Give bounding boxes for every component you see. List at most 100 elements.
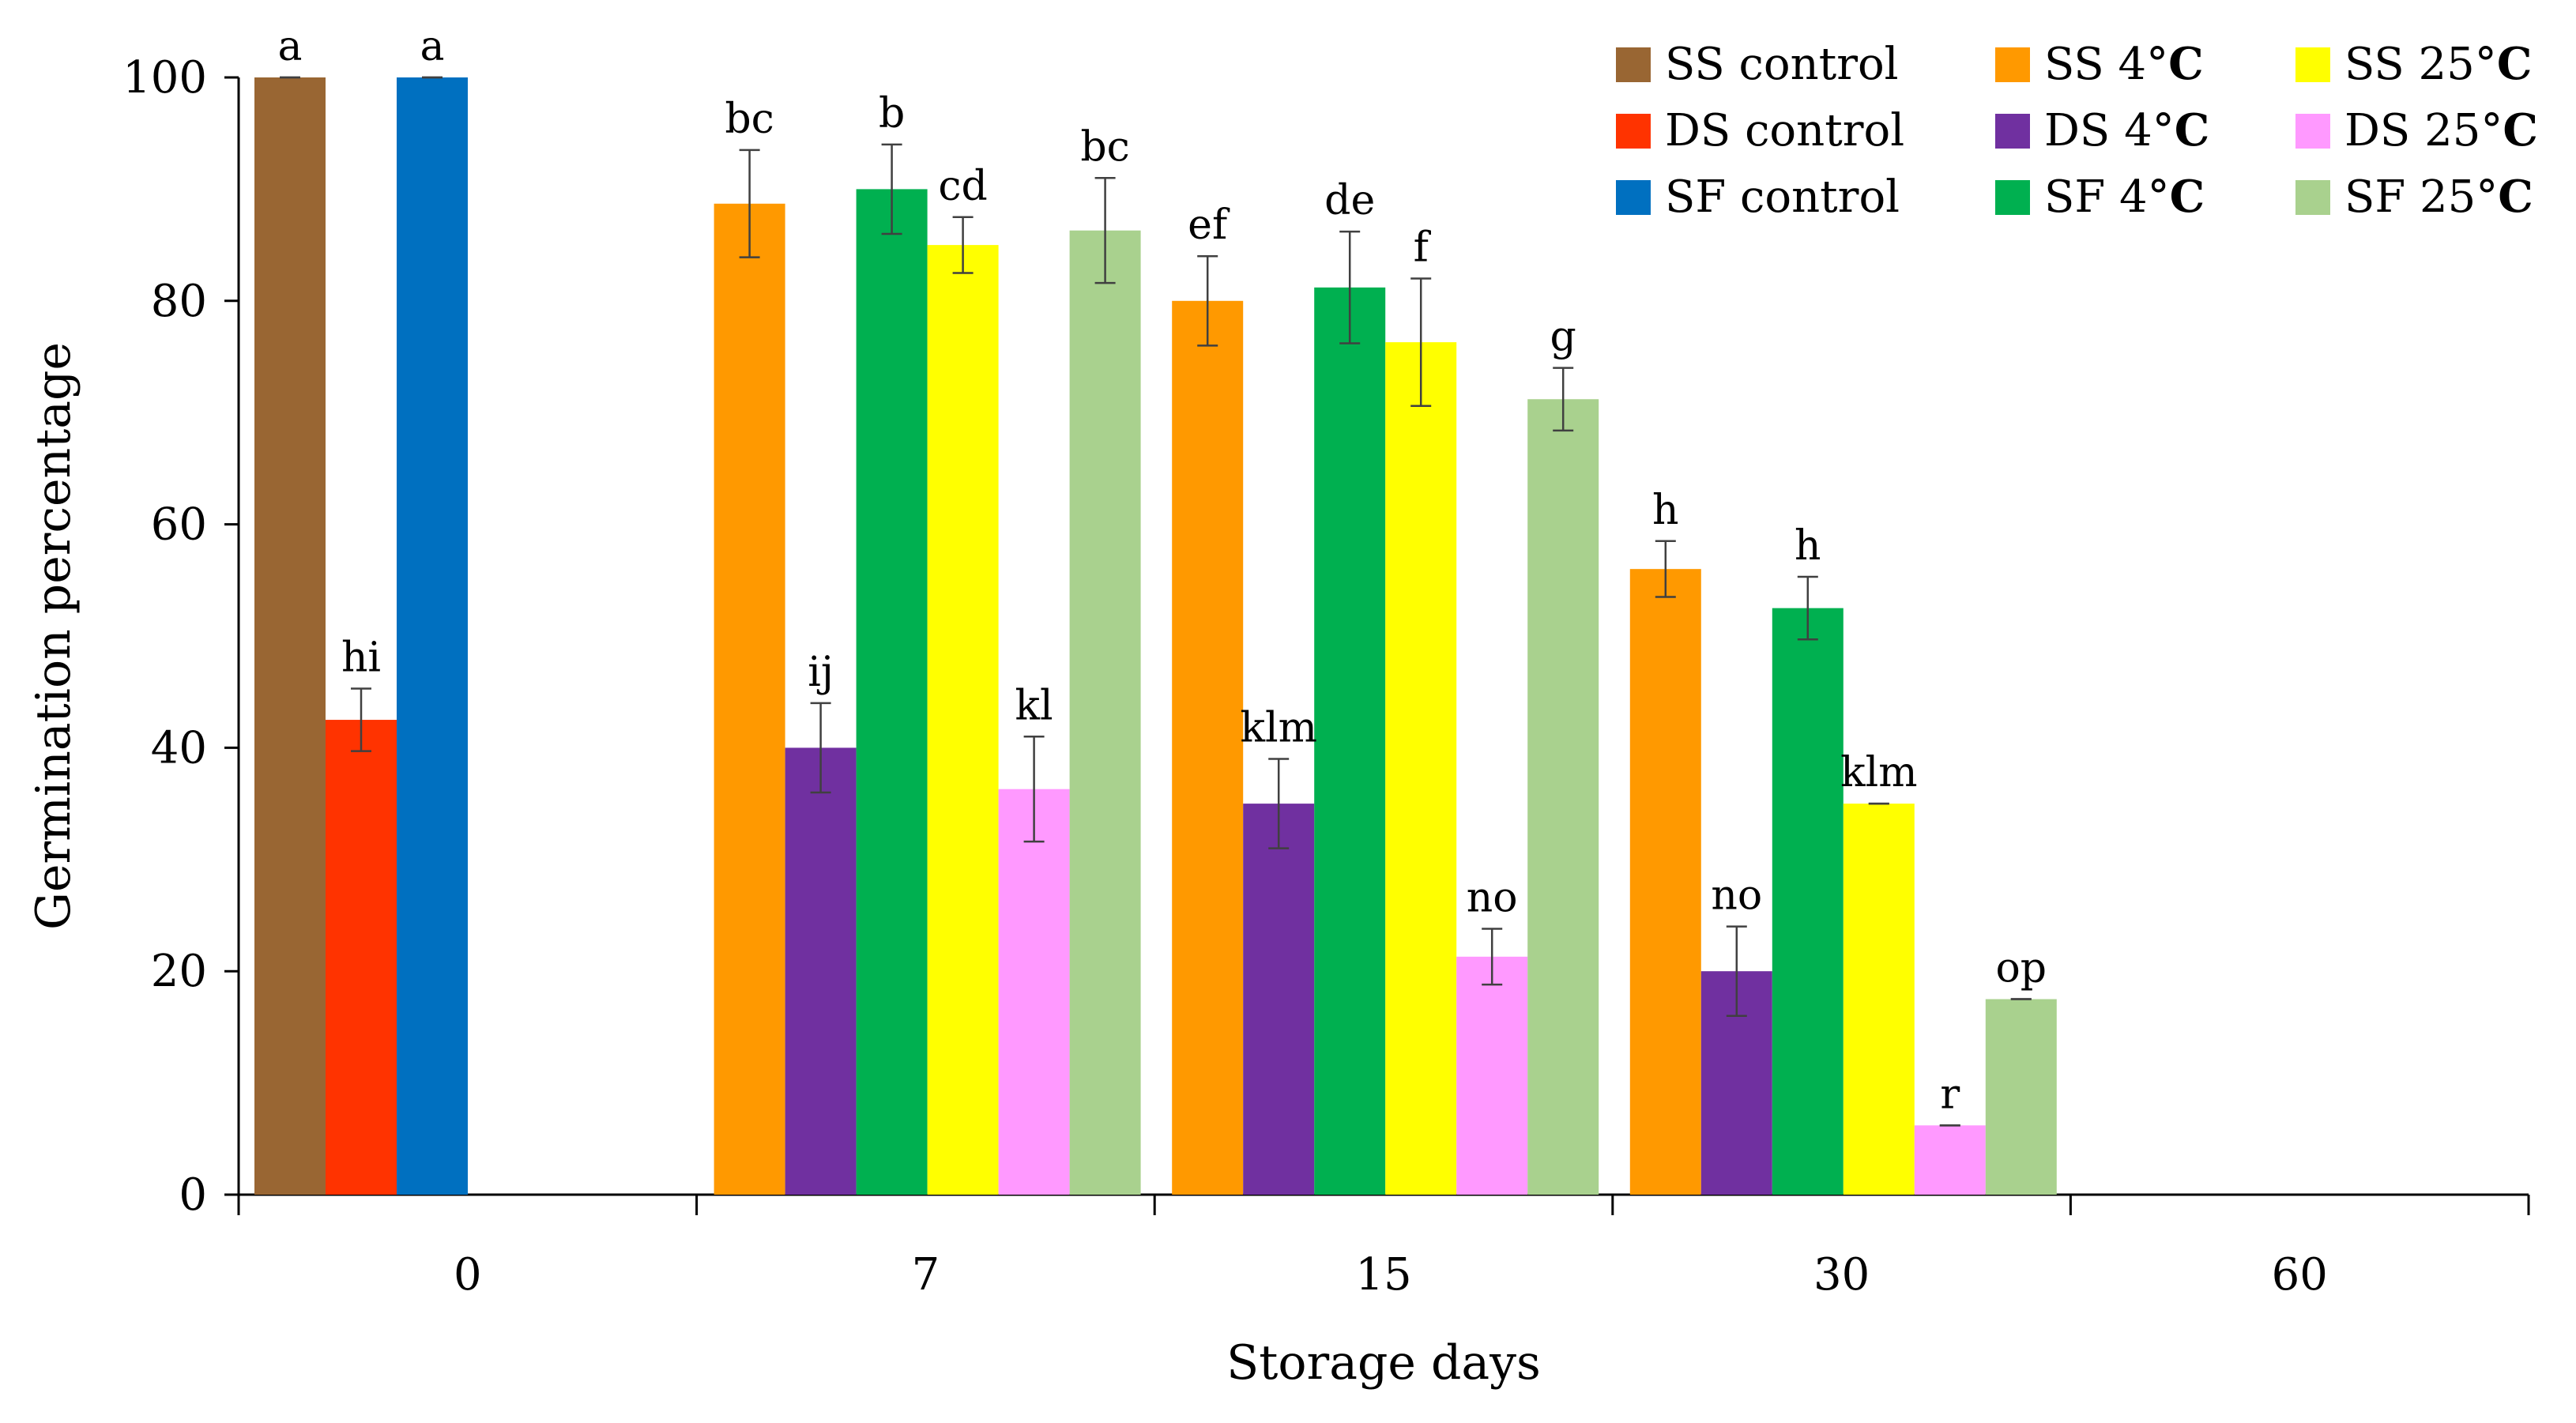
legend-label: SF 4°C [2044,171,2205,223]
significance-letter: kl [1015,682,1053,729]
x-axis-title: Storage days [1226,1335,1541,1391]
significance-letter: ij [808,649,834,696]
legend-swatch [1616,47,1651,82]
significance-letter: a [277,23,302,70]
legend-label-part: DS 25° [2344,105,2503,156]
y-tick-label: 0 [179,1169,207,1221]
significance-letter: op [1996,945,2047,992]
significance-letter: ef [1188,201,1230,249]
x-tick-label: 7 [912,1249,940,1301]
legend-entry: DS control [1616,105,1904,156]
significance-letter: de [1324,177,1375,224]
legend-label-part: SS 25° [2344,39,2497,90]
legend-entry: DS 4°C [1995,104,2209,156]
legend-label: SS 25°C [2344,38,2532,90]
y-tick-label: 80 [151,276,207,327]
legend-label: SS control [1665,39,1899,90]
bar [1629,569,1701,1195]
bar [1456,956,1528,1195]
legend-entry: SF 4°C [1995,171,2205,223]
legend-swatch [1616,180,1651,215]
bars [254,77,2057,1195]
legend-entry: SS control [1616,39,1899,90]
y-tick-label: 100 [122,52,207,104]
legend-label-part: C [2170,171,2205,223]
bar [397,77,468,1195]
bar [1772,608,1843,1195]
legend-label-part: SF 25° [2344,171,2498,223]
bar [1527,399,1599,1195]
legend-label: DS 4°C [2044,104,2209,156]
legend-swatch [2295,114,2330,149]
bar [326,720,397,1195]
legend-swatch [2295,180,2330,215]
legend-label-part: C [2175,104,2210,156]
legend-entry: SF 25°C [2295,171,2533,223]
x-tick-label: 15 [1355,1249,1411,1301]
y-tick-label: 40 [151,722,207,774]
legend-swatch [1995,114,2030,149]
significance-letter: f [1414,224,1432,272]
bar [254,77,326,1195]
legend-swatch [1616,114,1651,149]
legend-label-part: DS control [1665,105,1904,156]
significance-letter: h [1652,487,1679,534]
legend-label-part: DS 4° [2044,105,2175,156]
legend-swatch [1995,180,2030,215]
y-axis-title: Germination percentage [26,342,81,930]
significance-letter: r [1940,1071,1960,1118]
bar [1314,287,1386,1195]
significance-letter: h [1795,522,1821,570]
x-tick-label: 30 [1813,1249,1870,1301]
legend-label: DS control [1665,105,1904,156]
legend-label: DS 25°C [2344,104,2538,156]
legend-label-part: SS 4° [2044,39,2168,90]
legend-label: SF control [1665,171,1900,223]
significance-letter: a [420,23,444,70]
y-tick-label: 60 [151,499,207,551]
axes: 0 20 40 60 80 100 0 7 15 30 60 [122,52,2530,1301]
legend-label-part: C [2168,38,2204,90]
bar [927,245,999,1195]
significance-letter: bc [725,96,774,143]
legend-label-part: C [2503,104,2538,156]
bar [1985,999,2057,1195]
significance-letter: no [1467,874,1518,921]
y-tick-label: 20 [151,946,207,997]
bar [998,789,1070,1195]
bar [1069,230,1141,1195]
legend-label-part: C [2498,171,2533,223]
bar [714,203,785,1195]
bar [1172,300,1244,1195]
significance-letter: bc [1080,123,1129,171]
legend-entry: SS 4°C [1995,38,2204,90]
legend-label-part: SF 4° [2044,171,2170,223]
legend-label: SS 4°C [2044,38,2204,90]
significance-letter: klm [1840,749,1917,796]
significance-letter: hi [341,634,381,681]
significance-letter: b [879,90,905,137]
bar [1914,1125,1986,1195]
bar [785,747,857,1195]
legend-label-part: SF control [1665,171,1900,223]
legend-entry: DS 25°C [2295,104,2538,156]
legend-label-part: C [2497,38,2533,90]
significance-letter: klm [1240,705,1316,752]
legend-entry: SF control [1616,171,1900,223]
bar [1385,342,1457,1195]
x-tick-label: 0 [454,1249,482,1301]
error-bars [280,76,2032,1127]
significance-letter: cd [938,163,987,210]
legend-entry: SS 25°C [2295,38,2532,90]
legend-label-part: SS control [1665,39,1899,90]
significance-letter: no [1711,872,1762,920]
legend-swatch [2295,47,2330,82]
significance-letters: a hi a bc ij bcd kl bc ef klm def no g h no h klm r op [277,23,2047,1118]
x-tick-label: 60 [2272,1249,2328,1301]
legend-label: SF 25°C [2344,171,2533,223]
significance-letter: g [1550,314,1576,361]
legend-swatch [1995,47,2030,82]
bar [856,189,928,1195]
